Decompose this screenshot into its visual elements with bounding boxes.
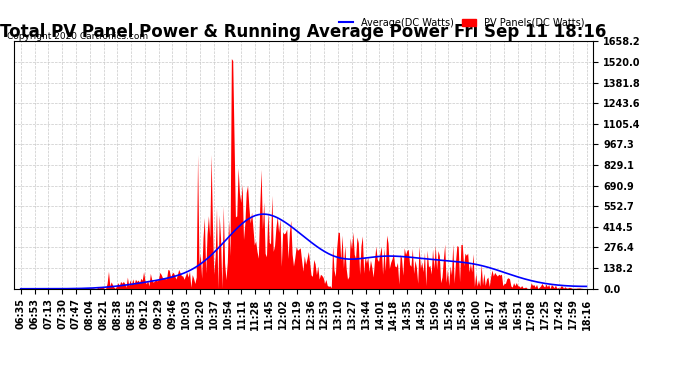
Title: Total PV Panel Power & Running Average Power Fri Sep 11 18:16: Total PV Panel Power & Running Average P… <box>1 23 607 41</box>
Legend: Average(DC Watts), PV Panels(DC Watts): Average(DC Watts), PV Panels(DC Watts) <box>335 14 589 32</box>
Text: Copyright 2020 Cartronics.com: Copyright 2020 Cartronics.com <box>7 32 148 41</box>
